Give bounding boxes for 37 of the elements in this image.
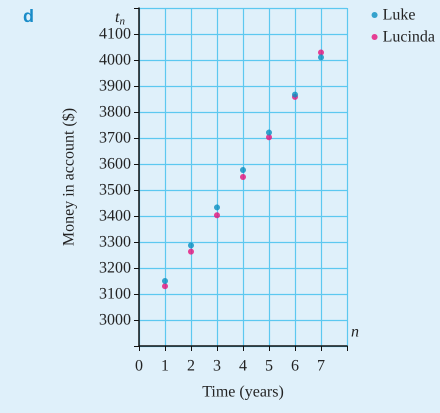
point xyxy=(318,54,324,60)
x-tick-label: 1 xyxy=(161,358,169,374)
x-tick-label: 4 xyxy=(239,358,247,374)
text: n xyxy=(351,324,359,340)
y-tick-label: 3000 xyxy=(99,312,131,328)
y-tick-label: 3400 xyxy=(99,208,131,224)
point xyxy=(214,204,220,210)
y-axis-title: Money in account ($) xyxy=(60,108,78,246)
point xyxy=(162,278,168,284)
x-tick-label: 5 xyxy=(265,358,273,374)
point xyxy=(240,174,246,180)
y-tick-label: 3700 xyxy=(99,130,131,146)
y-tick-label: 3800 xyxy=(99,104,131,120)
y-tick-label: 3900 xyxy=(99,78,131,94)
legend-label: Luke xyxy=(382,6,416,24)
y-tick-label: 3100 xyxy=(99,286,131,302)
point xyxy=(188,248,194,255)
point xyxy=(266,130,272,136)
y-tick-label: 3600 xyxy=(99,156,131,172)
point xyxy=(214,212,220,218)
legend-label: Lucinda xyxy=(382,28,435,46)
y-tick-label: 3500 xyxy=(99,182,131,198)
point xyxy=(240,166,246,173)
x-tick-label: 7 xyxy=(317,358,325,374)
y-tick-label: 3300 xyxy=(99,234,131,250)
x-tick-label: 2 xyxy=(187,358,195,374)
chart-title: d xyxy=(23,6,34,26)
x-tick-label: 0 xyxy=(135,358,143,374)
y-tick-label: 3200 xyxy=(99,260,131,276)
point xyxy=(318,49,324,56)
x-axis-title: Time (years) xyxy=(202,384,284,400)
point xyxy=(162,283,168,290)
y-tick-label: 4100 xyxy=(99,26,131,42)
x-tick-label: 3 xyxy=(213,358,221,374)
x-tick-label: 6 xyxy=(291,358,299,374)
point xyxy=(188,242,194,248)
y-tick-label: 4000 xyxy=(99,52,131,68)
